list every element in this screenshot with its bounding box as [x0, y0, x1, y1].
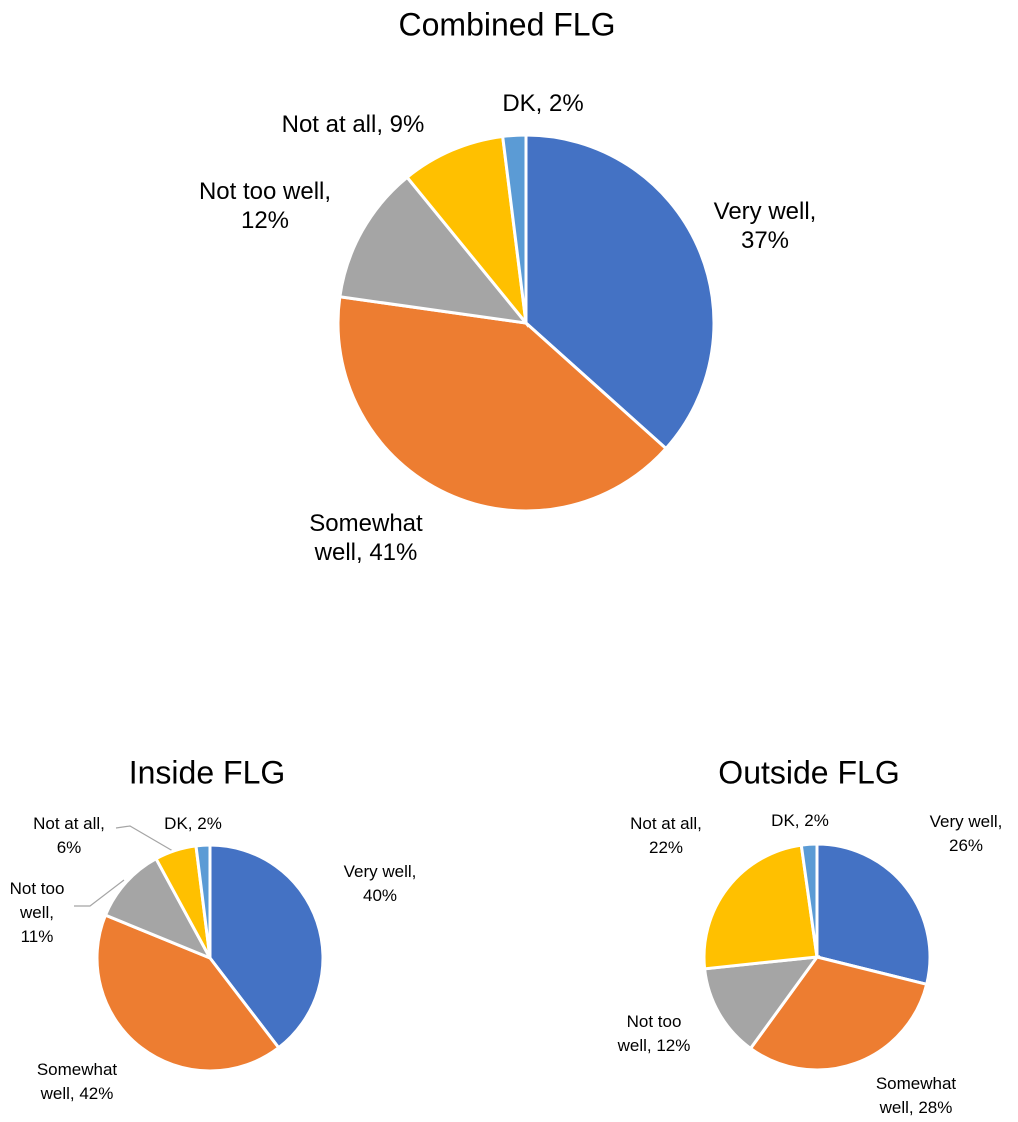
pie-slice: [524, 133, 716, 451]
chart-title: Inside FLG: [129, 754, 286, 790]
data-label: Not at all, 6%: [33, 814, 105, 857]
data-label: Very well, 37%: [714, 198, 817, 254]
data-label: Somewhat well, 41%: [309, 510, 423, 566]
pie-slice: [338, 175, 530, 326]
data-label: Not at all, 9%: [282, 111, 425, 138]
pie-slice: [405, 134, 529, 328]
data-label: DK, 2%: [502, 90, 583, 117]
data-label: DK, 2%: [164, 814, 222, 833]
pie-slice: [702, 955, 821, 1051]
chart-title: Outside FLG: [718, 754, 899, 790]
leader-line: [74, 879, 125, 907]
pie-slice: [336, 295, 669, 513]
data-label: DK, 2%: [771, 811, 829, 830]
data-label: Not at all, 22%: [630, 814, 702, 857]
leader-line: [115, 825, 179, 855]
pie-slice: [815, 842, 932, 987]
data-label: Somewhat well, 42%: [37, 1060, 118, 1103]
pie-slice: [500, 133, 528, 324]
data-label: Very well, 40%: [344, 862, 417, 905]
pie-slice: [208, 843, 325, 1050]
pie-slice: [748, 955, 929, 1072]
data-label: Somewhat well, 28%: [876, 1074, 957, 1117]
data-label: Not too well, 12%: [617, 1012, 691, 1055]
pie-slice: [799, 842, 819, 958]
pie-slice: [95, 913, 281, 1073]
pie-slice: [194, 843, 212, 959]
data-label: Very well, 26%: [930, 812, 1003, 855]
chart-title: Combined FLG: [399, 6, 616, 42]
data-label: Not too well, 12%: [199, 178, 331, 234]
data-label: Not too well, 11%: [10, 879, 65, 946]
pie-slice: [702, 843, 819, 971]
